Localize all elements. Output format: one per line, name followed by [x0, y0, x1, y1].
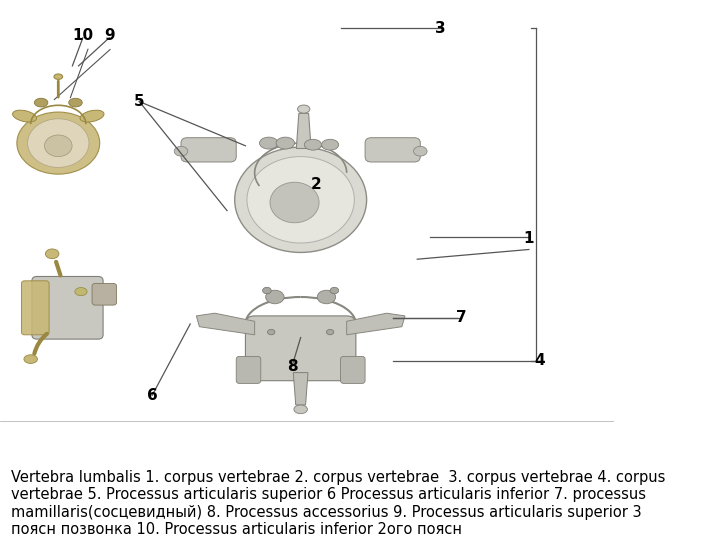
Text: 2: 2 — [311, 177, 322, 192]
Ellipse shape — [276, 137, 294, 149]
Ellipse shape — [45, 135, 72, 157]
Ellipse shape — [247, 157, 354, 243]
Ellipse shape — [45, 249, 59, 259]
Text: 3: 3 — [435, 21, 446, 36]
FancyArrowPatch shape — [35, 334, 47, 354]
Ellipse shape — [12, 110, 37, 122]
Ellipse shape — [318, 291, 336, 303]
Ellipse shape — [268, 329, 275, 335]
Ellipse shape — [17, 112, 99, 174]
FancyBboxPatch shape — [236, 356, 261, 383]
Text: 1: 1 — [523, 231, 534, 246]
Ellipse shape — [68, 98, 82, 107]
Ellipse shape — [266, 291, 284, 303]
FancyBboxPatch shape — [365, 138, 420, 162]
Ellipse shape — [174, 146, 188, 156]
Text: 7: 7 — [456, 310, 467, 325]
FancyBboxPatch shape — [181, 138, 236, 162]
Ellipse shape — [24, 355, 37, 363]
Ellipse shape — [294, 405, 307, 414]
Ellipse shape — [235, 147, 366, 252]
FancyBboxPatch shape — [22, 281, 49, 335]
Ellipse shape — [322, 139, 338, 150]
Ellipse shape — [413, 146, 427, 156]
FancyBboxPatch shape — [92, 284, 117, 305]
Ellipse shape — [330, 287, 338, 294]
FancyBboxPatch shape — [341, 356, 365, 383]
Text: 6: 6 — [147, 388, 158, 403]
Text: 9: 9 — [104, 28, 114, 43]
FancyBboxPatch shape — [32, 276, 103, 339]
Text: 10: 10 — [72, 28, 94, 43]
Ellipse shape — [80, 110, 104, 122]
Ellipse shape — [35, 98, 48, 107]
Polygon shape — [297, 113, 311, 148]
Ellipse shape — [270, 183, 319, 222]
Ellipse shape — [305, 139, 322, 150]
Ellipse shape — [259, 137, 278, 149]
Text: 8: 8 — [287, 359, 297, 374]
Ellipse shape — [263, 287, 271, 294]
Polygon shape — [293, 373, 308, 405]
Ellipse shape — [326, 329, 334, 335]
Text: 4: 4 — [535, 353, 545, 368]
Ellipse shape — [297, 105, 310, 113]
Text: 5: 5 — [134, 94, 145, 109]
Polygon shape — [346, 313, 405, 335]
FancyArrowPatch shape — [56, 262, 60, 275]
Polygon shape — [197, 313, 255, 335]
Ellipse shape — [54, 74, 63, 79]
Ellipse shape — [75, 287, 87, 296]
Ellipse shape — [27, 119, 89, 167]
FancyBboxPatch shape — [246, 316, 356, 381]
Text: Vertebra lumbalis 1. corpus vertebrae 2. corpus vertebrae  3. corpus vertebrae 4: Vertebra lumbalis 1. corpus vertebrae 2.… — [11, 470, 665, 537]
